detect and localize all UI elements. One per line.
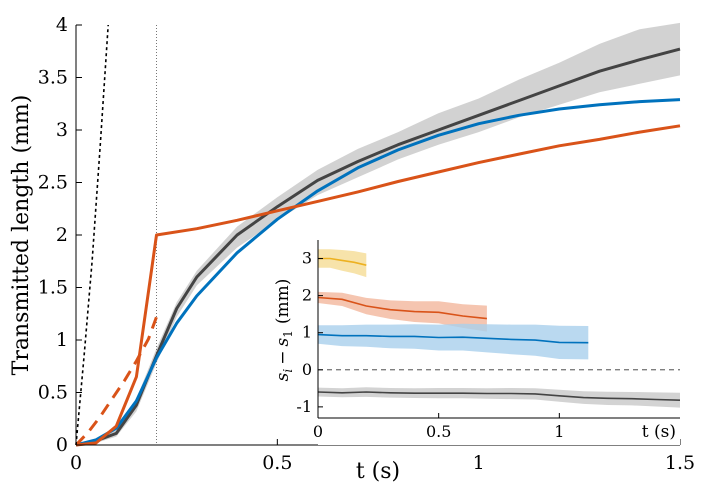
inset-y-axis-label: si−s1(mm) — [273, 279, 295, 382]
inset-y-tick-label-3: 2 — [302, 286, 312, 305]
main-y-tick-label-7: 3.5 — [38, 67, 68, 89]
main-series-line-1 — [75, 98, 681, 447]
inset-ylabel-unit: (mm) — [273, 279, 293, 325]
inset-series-line-0 — [318, 257, 367, 266]
inset-band-2 — [318, 323, 589, 360]
inset-series-line-1 — [317, 296, 487, 320]
inset-ylabel-sub-1: 1 — [281, 330, 295, 338]
inset-x-axis-label: t (s) — [642, 422, 676, 442]
main-series-line-0 — [75, 47, 681, 447]
main-series-line-3 — [74, 316, 158, 447]
inset-band-1 — [318, 291, 487, 332]
main-y-tick-label-0: 0 — [56, 434, 68, 456]
inset-y-ticks: -1 0 1 2 3 — [296, 249, 323, 416]
main-x-tick-label-3: 1.5 — [665, 452, 695, 474]
inset-ylabel-s: s — [273, 372, 293, 381]
inset-y-tick-label-2: 1 — [302, 323, 312, 342]
inset-x-tick-label-2: 1 — [554, 422, 564, 441]
main-y-tick-label-5: 2.5 — [38, 172, 68, 194]
main-plot-area — [74, 22, 681, 447]
main-y-tick-label-1: 0.5 — [38, 382, 68, 404]
inset-ylabel-s1: s — [273, 338, 293, 347]
main-y-tick-label-8: 4 — [56, 14, 68, 36]
inset-x-tick-label-1: 0.5 — [426, 422, 451, 441]
svg-text:si−s1(mm): si−s1(mm) — [273, 279, 295, 382]
inset-series-line-2 — [317, 333, 589, 344]
main-y-tick-label-6: 3 — [56, 119, 68, 141]
main-x-tick-label-1: 0.5 — [262, 452, 292, 474]
inset-series-line-3 — [317, 391, 681, 401]
inset-x-ticks: 0 0.5 1 — [313, 413, 564, 441]
main-x-ticks: 0 0.5 1 1.5 — [70, 439, 695, 474]
inset-band-3 — [318, 387, 680, 408]
main-axes: 0 0.5 1 1.5 00.511.522.533.54 t (s) Transmi… — [9, 14, 695, 484]
inset-x-tick-label-0: 0 — [313, 422, 323, 441]
main-series-line-2 — [75, 124, 681, 447]
inset-y-tick-label-4: 3 — [302, 249, 312, 268]
main-x-tick-label-2: 1 — [473, 452, 485, 474]
inset-plot-area — [317, 249, 681, 408]
inset-ylabel-sub-i: i — [281, 369, 295, 373]
inset-band-0 — [318, 249, 367, 278]
main-y-tick-label-3: 1.5 — [38, 277, 68, 299]
inset-y-tick-label-0: -1 — [296, 397, 312, 416]
inset-ylabel-minus: − — [273, 351, 293, 365]
main-y-ticks: 0 0.5 1 1.5 2 2.5 3 3.5 4 — [38, 14, 82, 456]
main-y-tick-label-2: 1 — [56, 329, 68, 351]
main-x-axis-label: t (s) — [356, 459, 400, 484]
main-y-tick-label-4: 2 — [56, 224, 68, 246]
inset-y-tick-label-1: 0 — [302, 360, 312, 379]
main-x-tick-label-0: 0 — [70, 452, 82, 474]
main-y-axis-label: Transmitted length (mm) — [9, 95, 34, 376]
